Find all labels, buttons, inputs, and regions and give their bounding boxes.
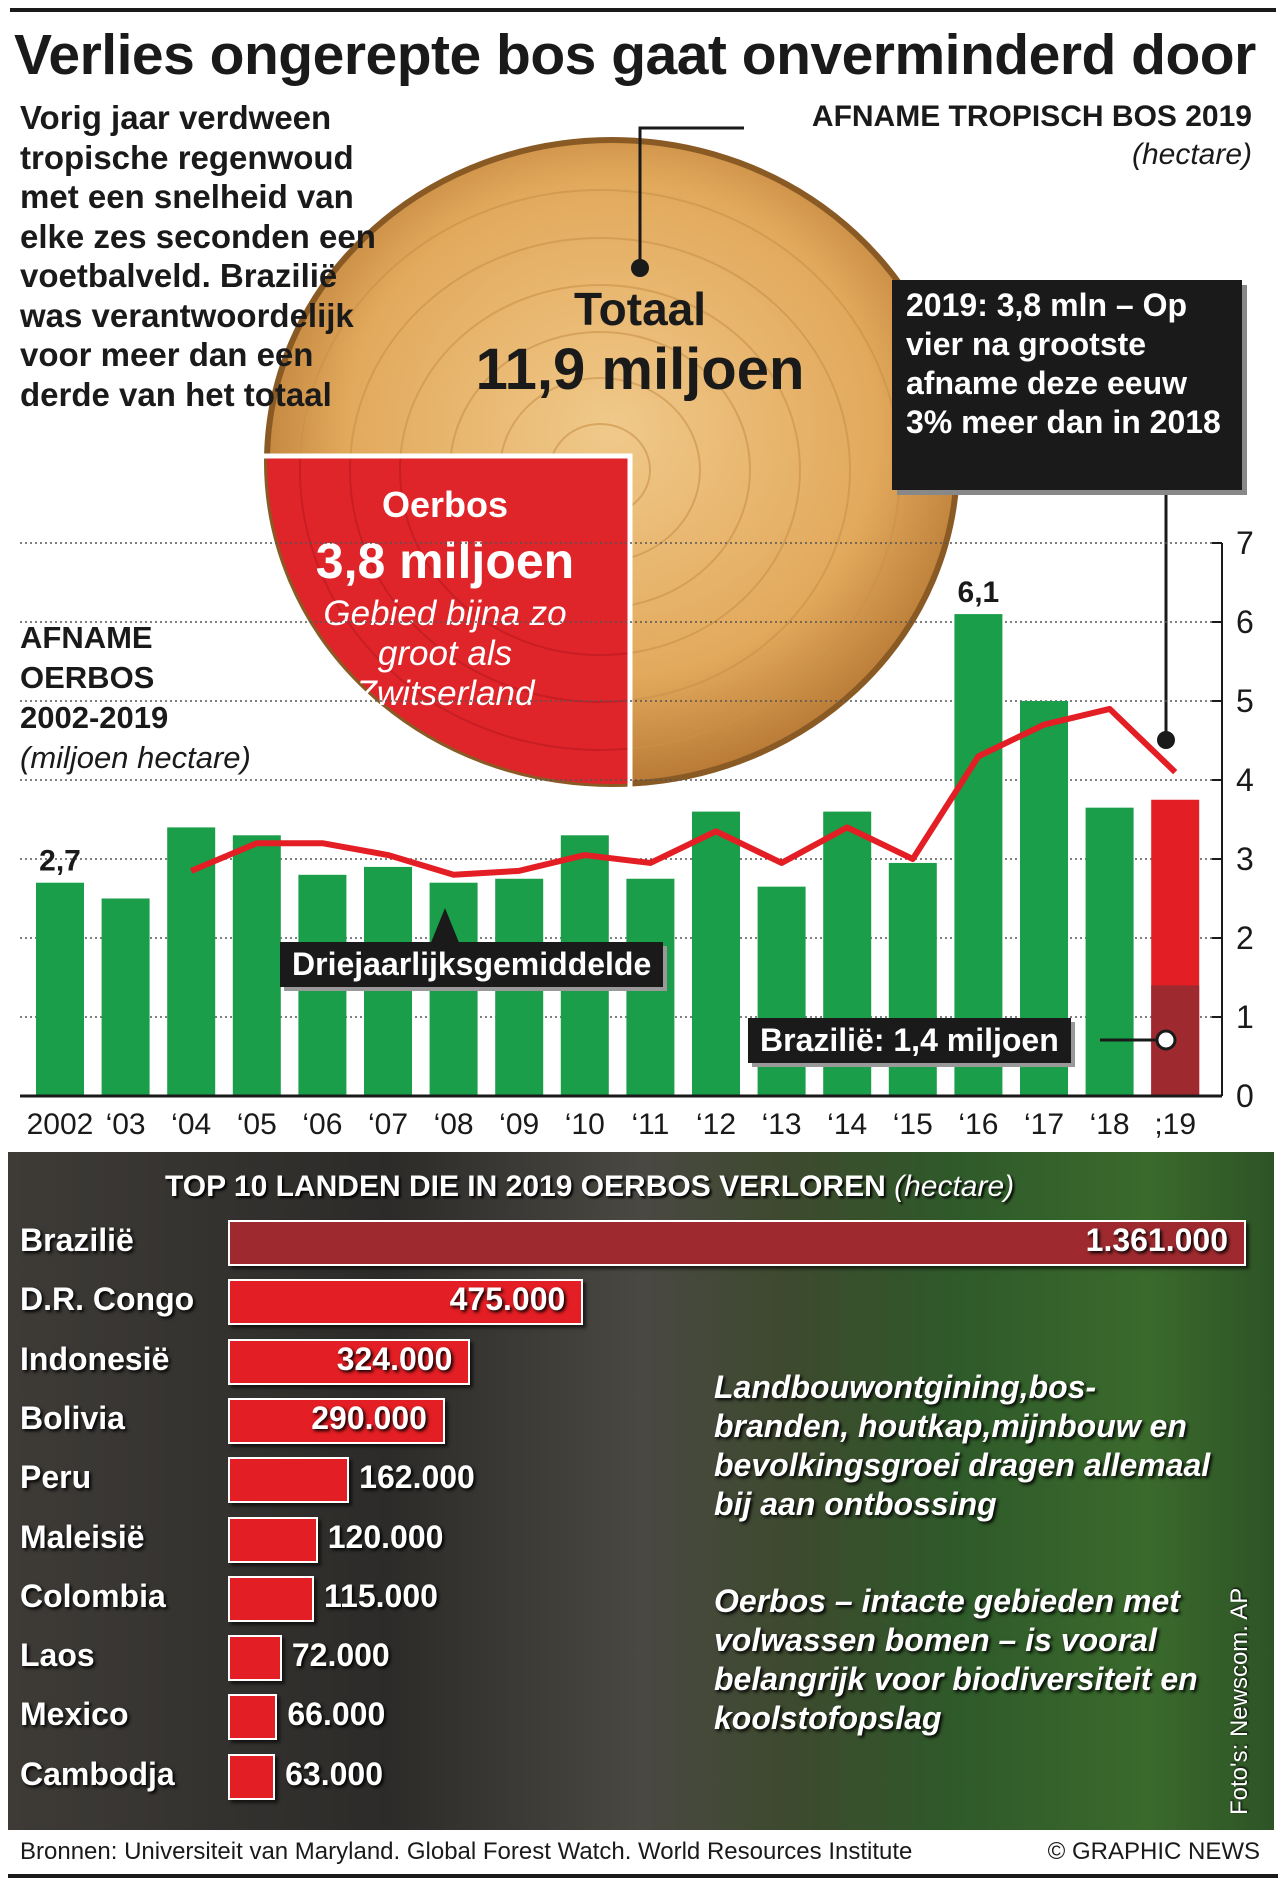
- country-value: 290.000: [311, 1399, 427, 1436]
- country-label: Mexico: [20, 1696, 129, 1733]
- x-tick-label: ‘11: [631, 1108, 669, 1141]
- line-tag: Driejaarlijksgemiddelde: [280, 942, 664, 987]
- bar: [692, 811, 740, 1096]
- country-label: D.R. Congo: [20, 1281, 195, 1318]
- y-tick-label: 1: [1236, 999, 1254, 1035]
- country-label: Brazilië: [20, 1222, 134, 1258]
- y-tick-label: 0: [1236, 1078, 1254, 1114]
- x-tick-label: ‘10: [565, 1108, 605, 1141]
- bar: [495, 878, 544, 1096]
- country-value: 115.000: [324, 1577, 438, 1614]
- x-tick-label: ‘15: [893, 1108, 933, 1141]
- x-tick-label: ‘06: [302, 1108, 342, 1141]
- sources: Bronnen: Universiteit van Maryland. Glob…: [20, 1838, 913, 1865]
- country-bar: [228, 1220, 1246, 1266]
- total-label: Totaal: [573, 283, 707, 335]
- bar: [757, 886, 806, 1096]
- bar: [429, 882, 478, 1096]
- country-value: 162.000: [359, 1459, 475, 1496]
- x-tick-label: ‘03: [106, 1108, 146, 1141]
- y-tick-label: 4: [1236, 762, 1254, 798]
- three-year-average-line: [190, 705, 1178, 878]
- country-label: Cambodja: [20, 1755, 175, 1792]
- x-tick-label: ‘04: [171, 1108, 211, 1141]
- country-value: 66.000: [287, 1696, 386, 1733]
- x-tick-label: ‘18: [1090, 1108, 1130, 1141]
- country-label: Laos: [20, 1637, 95, 1674]
- top-rule: [10, 8, 1276, 12]
- country-label: Bolivia: [20, 1399, 125, 1436]
- primary-label: Oerbos: [381, 484, 509, 525]
- chart-label-unit: (miljoen hectare): [20, 740, 251, 775]
- country-value: 72.000: [291, 1637, 390, 1674]
- bar: [954, 614, 1003, 1096]
- y-tick-label: 6: [1236, 604, 1254, 640]
- primary-forest-segment: [267, 456, 630, 784]
- country-value: 324.000: [336, 1340, 453, 1377]
- chart-label-line3: 2002-2019: [20, 700, 169, 735]
- total-value: 11,9 miljoen: [475, 337, 805, 402]
- x-tick-label: ‘09: [499, 1108, 539, 1141]
- x-tick-label: ;19: [1154, 1108, 1196, 1141]
- copyright: © GRAPHIC NEWS: [1047, 1838, 1260, 1865]
- country-bar: [228, 1694, 278, 1741]
- y-tick-label: 7: [1236, 525, 1254, 561]
- brazil-tag-dot: [1155, 1029, 1177, 1051]
- country-value: 475.000: [449, 1281, 566, 1318]
- country-bar: [228, 1338, 471, 1385]
- photo-credit: Foto's: Newscom. AP: [1226, 1587, 1253, 1815]
- y-tick-label: 5: [1236, 683, 1254, 719]
- country-bar: [228, 1516, 318, 1563]
- country-label: Indonesië: [20, 1340, 170, 1377]
- top10-title: TOP 10 LANDEN DIE IN 2019 OERBOS VERLORE…: [165, 1170, 1015, 1203]
- bar: [36, 882, 84, 1096]
- country-bar: [228, 1279, 584, 1326]
- tree-log-illustration: [252, 126, 1175, 800]
- chart-label-line1: AFNAME: [20, 620, 153, 655]
- tropical-unit: (hectare): [1131, 138, 1252, 171]
- callout-2019: 2019: 3,8 mln – Op vier na grootste afna…: [892, 280, 1242, 490]
- data-label: 6,1: [958, 576, 1000, 609]
- country-label: Colombia: [20, 1577, 166, 1614]
- bar: [167, 827, 216, 1096]
- bar: [626, 878, 675, 1096]
- chart-label: AFNAME OERBOS 2002-2019 (miljoen hectare…: [20, 618, 251, 778]
- country-bar: [228, 1397, 445, 1444]
- country-bar: [228, 1457, 350, 1504]
- intro-text: Vorig jaar verdween tropische regenwoud …: [20, 99, 376, 413]
- bar: [232, 835, 281, 1096]
- x-tick-label: ‘08: [434, 1108, 474, 1141]
- bar: [1085, 807, 1134, 1096]
- data-label: 2,7: [39, 845, 81, 878]
- bottom-rule: [8, 1874, 1278, 1878]
- x-tick-label: ‘14: [827, 1108, 867, 1141]
- primary-forest-loss-chart: 0 1 2 3 4 5 6 7 2002 2,7 ‘03 ‘04 ‘05 ‘06 ‘07 ‘08 ‘09 ‘10 ‘…: [20, 525, 1254, 1141]
- x-tick-label: 2002: [27, 1108, 94, 1141]
- x-tick-label: ‘07: [368, 1108, 408, 1141]
- x-tick-label: ‘16: [958, 1108, 998, 1141]
- chart-label-line2: OERBOS: [20, 660, 155, 695]
- page-title: Verlies ongerepte bos gaat onverminderd …: [14, 23, 1256, 87]
- country-label: Peru: [20, 1459, 92, 1496]
- country-value: 63.000: [285, 1755, 383, 1792]
- primary-note: Gebied bijna zo groot als Zwitserland: [323, 594, 567, 713]
- y-tick-label: 3: [1236, 841, 1254, 877]
- x-tick-label: ‘05: [237, 1108, 277, 1141]
- line-tag-pointer: [430, 908, 460, 945]
- y-tick-label: 2: [1236, 920, 1254, 956]
- tropical-heading: AFNAME TROPISCH BOS 2019: [811, 100, 1252, 133]
- country-bar: [228, 1575, 315, 1622]
- country-bar: [228, 1635, 282, 1682]
- country-label: Maleisië: [20, 1518, 145, 1555]
- x-tick-label: ‘17: [1024, 1108, 1064, 1141]
- x-tick-label: ‘12: [696, 1108, 736, 1141]
- country-value: 1.361.000: [1085, 1222, 1228, 1258]
- bar: [101, 898, 150, 1096]
- note-primary-forest: Oerbos – intacte gebieden met volwassen …: [714, 1583, 1198, 1736]
- note-causes: Landbouwontgining,bos-branden, houtkap,m…: [714, 1369, 1211, 1522]
- country-value: 120.000: [327, 1518, 444, 1555]
- x-tick-label: ‘13: [762, 1108, 802, 1141]
- brazil-tag: Brazilië: 1,4 miljoen: [748, 1018, 1071, 1063]
- country-bar: [228, 1753, 276, 1800]
